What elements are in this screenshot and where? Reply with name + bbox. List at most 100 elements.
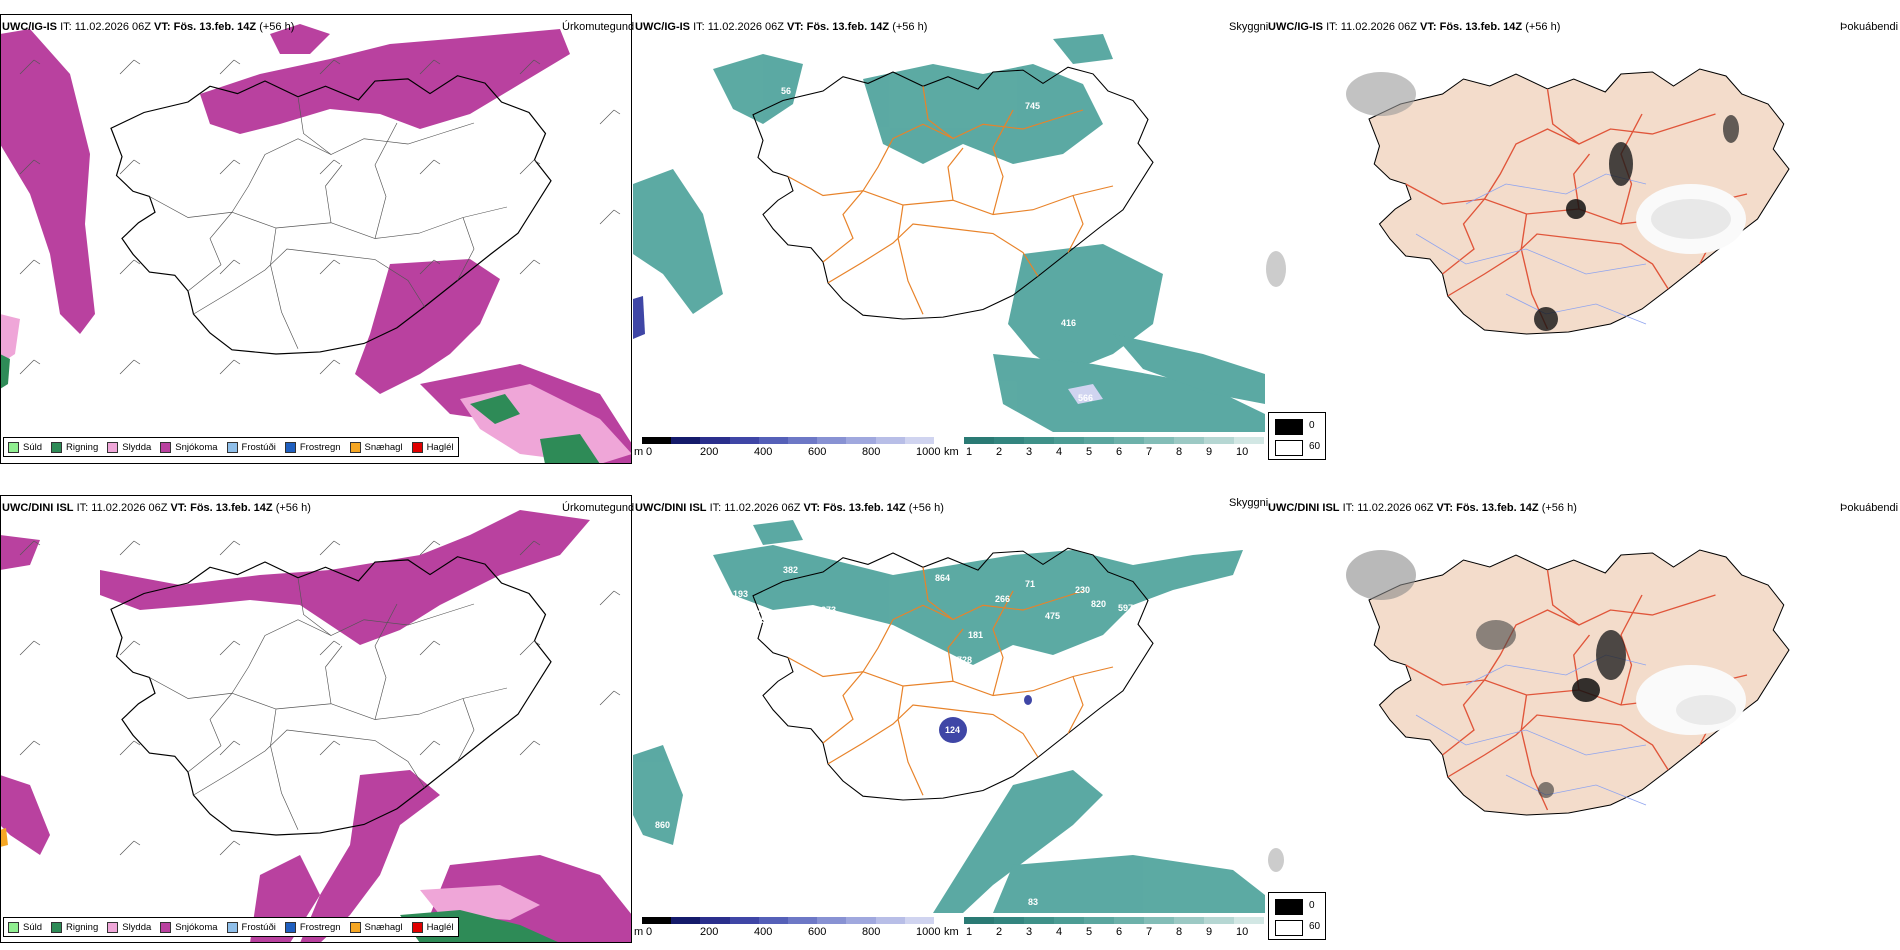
ceiling-label: 193 <box>733 589 748 599</box>
visibility-map-row2: 382 193 377 524 373 864 266 71 230 820 5… <box>633 515 1265 913</box>
ceiling-label: 860 <box>655 820 670 830</box>
valid-label: VT: <box>787 21 804 33</box>
colorbar-segment <box>817 917 848 924</box>
ceiling-label: 382 <box>783 565 798 575</box>
visibility-panel-row1: 56 42 745 416 566 <box>633 34 1265 432</box>
colorbar-tick: 600 <box>808 926 827 938</box>
colorbar-segment <box>1084 917 1115 924</box>
precip-header-row2: UWC/DINI ISL IT: 11.02.2026 06Z VT: Fös.… <box>2 502 311 514</box>
colorbar-tick: 4 <box>1056 446 1063 458</box>
legend-swatch <box>284 921 296 933</box>
ceiling-label: 864 <box>935 573 950 583</box>
lead-time: (+56 h) <box>1541 502 1577 514</box>
legend-item: Rigning <box>51 921 98 933</box>
fog-panel-row1 <box>1266 34 1900 432</box>
ceiling-label: 84 <box>639 837 649 847</box>
precip-title-row1: Úrkomutegund <box>562 21 635 33</box>
ceiling-label: 71 <box>1025 579 1035 589</box>
visibility-field <box>633 520 1265 913</box>
colorbar-segment <box>1234 917 1265 924</box>
ceiling-label: 475 <box>1045 611 1060 621</box>
fog-swatch-high <box>1275 440 1303 456</box>
ceiling-label: 377 <box>745 609 760 619</box>
legend-label: Haglél <box>426 921 454 933</box>
snow-area <box>0 24 632 464</box>
colorbar-segment <box>994 437 1025 444</box>
legend-label: Slydda <box>122 921 152 933</box>
valid-label: VT: <box>1420 21 1437 33</box>
legend-swatch <box>411 441 423 453</box>
colorbar-tick: 600 <box>808 446 827 458</box>
colorbar-segment <box>1084 437 1115 444</box>
legend-swatch <box>349 441 361 453</box>
colorbar-tick: 800 <box>862 926 881 938</box>
legend-label: Frostúði <box>241 441 276 453</box>
valid-label: VT: <box>1436 502 1454 514</box>
colorbar-segment <box>964 437 995 444</box>
colorbar-segment <box>1174 917 1205 924</box>
fog-swatch-low <box>1275 419 1303 435</box>
legend-label: Slydda <box>122 441 152 453</box>
valid-label: VT: <box>803 502 821 514</box>
colorbar-tick: 200 <box>700 926 719 938</box>
colorbar-segment <box>846 437 877 444</box>
legend-label: Snæhagl <box>364 921 403 933</box>
colorbar-segment <box>788 917 819 924</box>
visibility-map-row1: 56 42 745 416 566 <box>633 34 1265 432</box>
colorbar-tick: 3 <box>1026 926 1033 938</box>
valid-time: Fös. 13.feb. 14Z <box>1456 502 1539 514</box>
colorbar-unit: km <box>944 446 959 458</box>
colorbar-tick: 8 <box>1176 446 1183 458</box>
visibility-field <box>633 34 1265 432</box>
colorbar-segment <box>846 917 877 924</box>
colorbar-segment <box>964 917 995 924</box>
colorbar-segment <box>700 917 731 924</box>
ceiling-label: 230 <box>1075 585 1090 595</box>
colorbar-segment <box>1114 917 1145 924</box>
fog-swatch-low <box>1275 899 1303 915</box>
fog-map-row1 <box>1266 34 1900 432</box>
colorbar-segment <box>1054 917 1085 924</box>
model-name: UWC/DINI ISL <box>635 502 707 514</box>
colorbar-tick: 5 <box>1086 446 1093 458</box>
colorbar-tick: 2 <box>996 926 1003 938</box>
legend-swatch <box>8 921 19 933</box>
legend-item: Snæhagl <box>349 921 403 933</box>
init-time: IT: 11.02.2026 06Z <box>1326 21 1417 33</box>
legend-label: Snæhagl <box>364 441 403 453</box>
colorbar-tick: 8 <box>1176 926 1183 938</box>
legend-item: Frostregn <box>284 921 341 933</box>
init-time: IT: 11.02.2026 06Z <box>60 21 151 33</box>
colorbar-tick: 1000 <box>916 446 941 458</box>
lead-time: (+56 h) <box>892 21 928 33</box>
legend-item: Snæhagl <box>349 441 403 453</box>
colorbar-segment <box>642 917 673 924</box>
legend-swatch <box>107 921 119 933</box>
legend-item: Frostregn <box>284 441 341 453</box>
colorbar-tick: 10 <box>1236 446 1249 458</box>
colorbar-segment <box>904 917 935 924</box>
ceiling-label: 266 <box>995 594 1010 604</box>
colorbar-segment <box>1234 437 1265 444</box>
colorbar-tick: 400 <box>754 446 773 458</box>
colorbar-segment <box>994 917 1025 924</box>
legend-item: Slydda <box>107 921 152 933</box>
visibility-header-row2: UWC/DINI ISL IT: 11.02.2026 06Z VT: Fös.… <box>635 502 944 514</box>
precip-map-row1 <box>0 14 632 464</box>
ceiling-label: 416 <box>1061 318 1076 328</box>
visibility-header-row1: UWC/IG-IS IT: 11.02.2026 06Z VT: Fös. 13… <box>635 21 927 33</box>
legend-item: Haglél <box>411 921 454 933</box>
colorbar-tick: 6 <box>1116 446 1123 458</box>
visibility-title-row2: Skyggni <box>1229 497 1269 509</box>
fog-title-row2: Þokuábendi <box>1840 502 1899 514</box>
colorbar-tick: 3 <box>1026 446 1033 458</box>
lead-time: (+56 h) <box>259 21 295 33</box>
wind-barbs <box>19 59 621 375</box>
colorbar-segment <box>1114 437 1145 444</box>
legend-swatch <box>51 441 63 453</box>
colorbar-segment <box>788 437 819 444</box>
fog-header-row2: UWC/DINI ISL IT: 11.02.2026 06Z VT: Fös.… <box>1268 502 1577 514</box>
visibility-colorbar-row1: km 1 2 3 4 5 6 7 8 9 10 <box>944 437 1265 461</box>
legend-label: Frostregn <box>299 921 341 933</box>
fog-index-field <box>1266 72 1746 331</box>
